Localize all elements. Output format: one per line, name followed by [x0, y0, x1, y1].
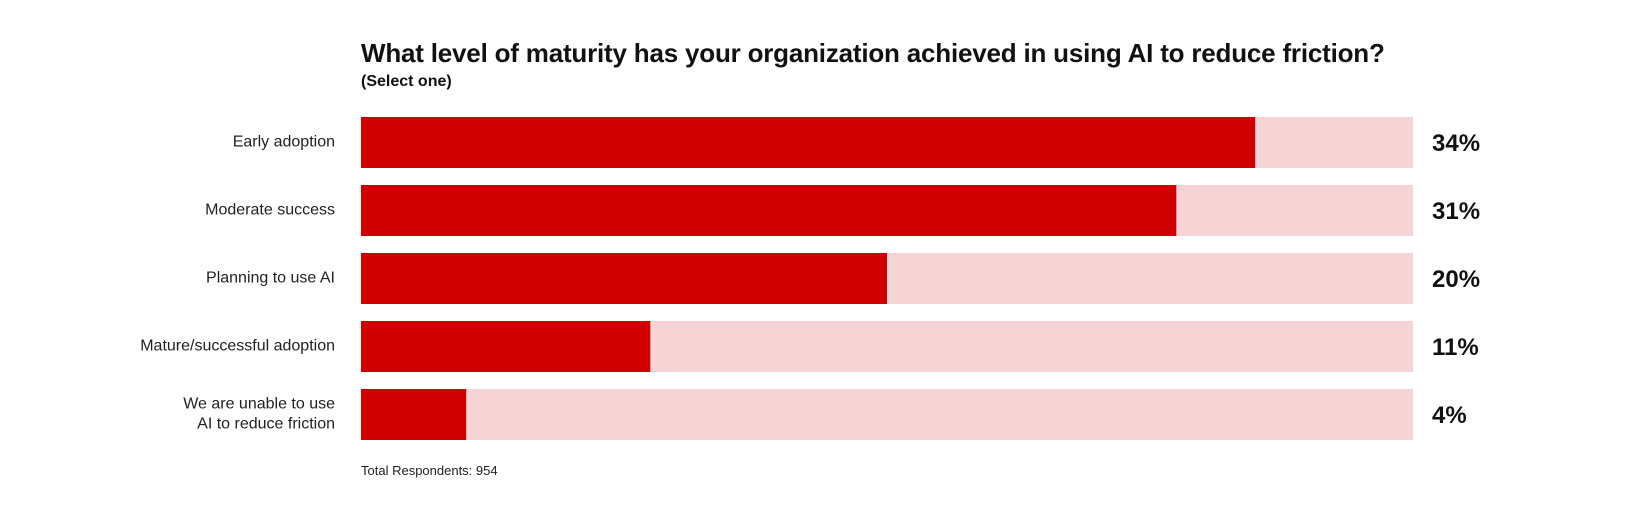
bar: [361, 321, 651, 372]
value-label: 11%: [1432, 334, 1479, 361]
category-label: Moderate success: [205, 202, 335, 219]
chart-title: What level of maturity has your organiza…: [361, 38, 1385, 68]
bar: [361, 389, 467, 440]
value-label: 31%: [1432, 198, 1480, 225]
bar: [361, 253, 887, 304]
bar: [361, 185, 1177, 236]
bar: [361, 117, 1256, 168]
total-respondents-note: Total Respondents: 954: [361, 463, 498, 478]
category-label: We are unable to use: [183, 396, 335, 413]
category-label: AI to reduce friction: [197, 416, 335, 433]
value-label: 4%: [1432, 402, 1467, 429]
category-label: Mature/successful adoption: [140, 338, 335, 355]
chart-subtitle: (Select one): [361, 73, 452, 90]
bar-track: [361, 389, 1413, 440]
value-label: 20%: [1432, 266, 1480, 293]
category-label: Planning to use AI: [206, 270, 335, 287]
category-label: Early adoption: [233, 134, 335, 151]
value-label: 34%: [1432, 130, 1480, 157]
